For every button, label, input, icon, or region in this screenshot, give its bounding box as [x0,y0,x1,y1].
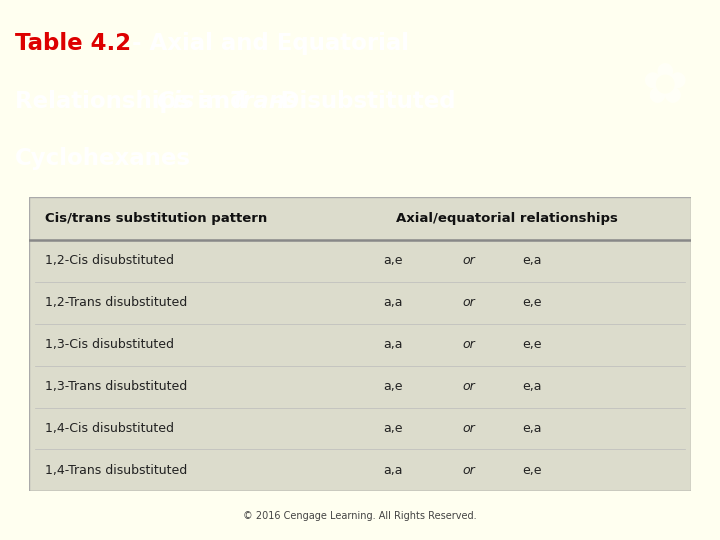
Text: Table 4.2: Table 4.2 [15,31,131,55]
Text: a,e: a,e [383,380,402,393]
Text: © 2016 Cengage Learning. All Rights Reserved.: © 2016 Cengage Learning. All Rights Rese… [243,511,477,521]
Text: Cyclohexanes: Cyclohexanes [15,147,192,171]
Text: or: or [463,422,475,435]
Text: Trans: Trans [230,90,300,112]
Text: or: or [463,380,475,393]
Text: a,e: a,e [383,254,402,267]
Text: ✿: ✿ [641,60,688,115]
Text: or: or [463,296,475,309]
Text: 1,4-Trans disubstituted: 1,4-Trans disubstituted [45,464,188,477]
Text: -Disubstituted: -Disubstituted [271,90,456,112]
Text: 1,3-Cis disubstituted: 1,3-Cis disubstituted [45,338,174,351]
Text: - and: - and [181,90,254,112]
Text: - Axial and Equatorial: - Axial and Equatorial [124,31,408,55]
Text: 1,2-Trans disubstituted: 1,2-Trans disubstituted [45,296,188,309]
Text: e,a: e,a [522,422,541,435]
Text: e,a: e,a [522,254,541,267]
Text: e,e: e,e [522,464,541,477]
Text: Axial/equatorial relationships: Axial/equatorial relationships [397,212,618,225]
Text: a,e: a,e [383,422,402,435]
Text: or: or [463,254,475,267]
Text: a,a: a,a [383,296,402,309]
Text: 1,2-Cis disubstituted: 1,2-Cis disubstituted [45,254,174,267]
Text: Cis/trans substitution pattern: Cis/trans substitution pattern [45,212,268,225]
Text: or: or [463,338,475,351]
Text: Cis: Cis [156,90,194,112]
Text: or: or [463,464,475,477]
Text: Relationships in: Relationships in [15,90,230,112]
Text: 1,3-Trans disubstituted: 1,3-Trans disubstituted [45,380,188,393]
Text: e,e: e,e [522,296,541,309]
Text: e,a: e,a [522,380,541,393]
Text: a,a: a,a [383,464,402,477]
Text: e,e: e,e [522,338,541,351]
Text: a,a: a,a [383,338,402,351]
Text: 1,4-Cis disubstituted: 1,4-Cis disubstituted [45,422,174,435]
